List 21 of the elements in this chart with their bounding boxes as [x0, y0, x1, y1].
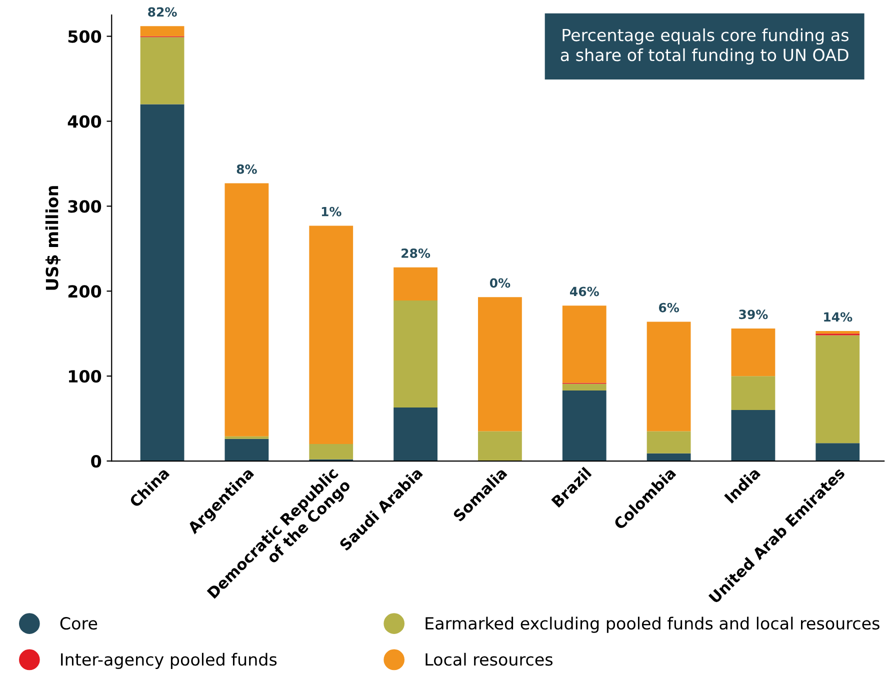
y-tick-label: 300 [68, 200, 102, 213]
annotation: 39% [739, 310, 768, 320]
y-tick-label: 400 [68, 115, 102, 128]
annotation: Percentage equals core funding as a share of total funding to UN OAD [560, 28, 848, 64]
annotation: 14% [824, 312, 852, 322]
y-tick-label: 0 [91, 454, 102, 468]
y-tick-label: 500 [68, 30, 102, 43]
y-axis-title: US$ million [45, 186, 61, 290]
annotation: 0% [490, 278, 510, 288]
annotation: 46% [570, 286, 599, 296]
annotation: 1% [322, 206, 342, 216]
annotation: 6% [658, 302, 680, 312]
annotation: 82% [148, 7, 177, 17]
legend-label: Local resources [426, 652, 553, 666]
legend-label: Core [60, 617, 98, 630]
y-tick-label: 200 [68, 285, 102, 298]
legend-label: Earmarked excluding pooled funds and local resources [426, 616, 880, 633]
annotation: 28% [402, 248, 430, 258]
annotation: 8% [236, 164, 257, 174]
y-tick-label: 100 [68, 370, 102, 383]
legend-label: Inter-agency pooled funds [61, 652, 277, 669]
